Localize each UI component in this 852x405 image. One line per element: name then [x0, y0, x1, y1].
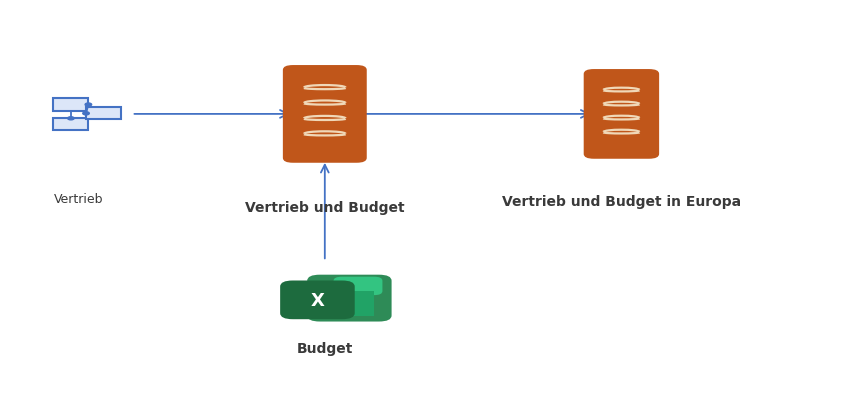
Circle shape	[67, 117, 74, 121]
FancyBboxPatch shape	[86, 108, 121, 120]
FancyBboxPatch shape	[279, 281, 354, 320]
Text: Budget: Budget	[296, 341, 353, 356]
Circle shape	[83, 113, 89, 115]
FancyBboxPatch shape	[583, 70, 659, 159]
FancyBboxPatch shape	[283, 66, 366, 163]
FancyBboxPatch shape	[333, 277, 382, 295]
Text: Vertrieb und Budget: Vertrieb und Budget	[245, 200, 404, 215]
FancyBboxPatch shape	[307, 275, 391, 322]
Text: X: X	[310, 291, 324, 309]
FancyBboxPatch shape	[54, 99, 89, 111]
FancyBboxPatch shape	[342, 292, 373, 316]
FancyBboxPatch shape	[54, 119, 89, 131]
Text: Vertrieb: Vertrieb	[55, 192, 104, 205]
Text: Vertrieb und Budget in Europa: Vertrieb und Budget in Europa	[501, 194, 740, 209]
Circle shape	[85, 104, 91, 107]
